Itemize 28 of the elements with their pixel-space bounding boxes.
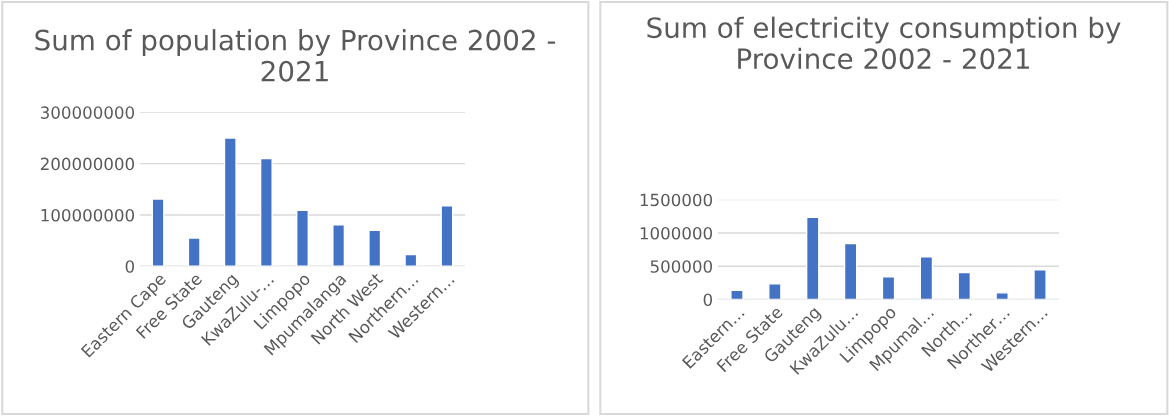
bar	[296, 209, 309, 267]
chart-title: Sum of electricity consumption by Province 2002 - 2021	[647, 16, 1121, 70]
bar	[843, 242, 858, 300]
bar	[730, 289, 744, 300]
y-tick-label: 300000000	[40, 106, 135, 119]
bar	[919, 256, 934, 300]
bar	[332, 223, 346, 267]
chart-title: Sum of population by Province 2002 - 2021	[35, 29, 556, 82]
bar	[957, 271, 972, 300]
bar	[881, 276, 896, 300]
bar	[805, 216, 820, 300]
bar	[223, 137, 237, 267]
y-tick-label: 0	[703, 293, 713, 307]
y-tick-label: 500000	[650, 260, 713, 273]
bar	[368, 229, 382, 267]
y-tick-label: 1500000	[640, 193, 713, 207]
y-tick-label: 0	[125, 260, 135, 273]
bar	[151, 198, 165, 267]
y-tick-label: 200000000	[40, 157, 135, 171]
bar	[187, 237, 201, 267]
bar	[440, 205, 454, 267]
bar	[259, 157, 273, 267]
bar	[1033, 269, 1047, 300]
bar	[995, 292, 1009, 300]
bar	[768, 283, 782, 300]
y-tick-label: 100000000	[41, 208, 135, 222]
bar	[404, 253, 418, 267]
y-tick-label: 1000000	[640, 226, 713, 240]
